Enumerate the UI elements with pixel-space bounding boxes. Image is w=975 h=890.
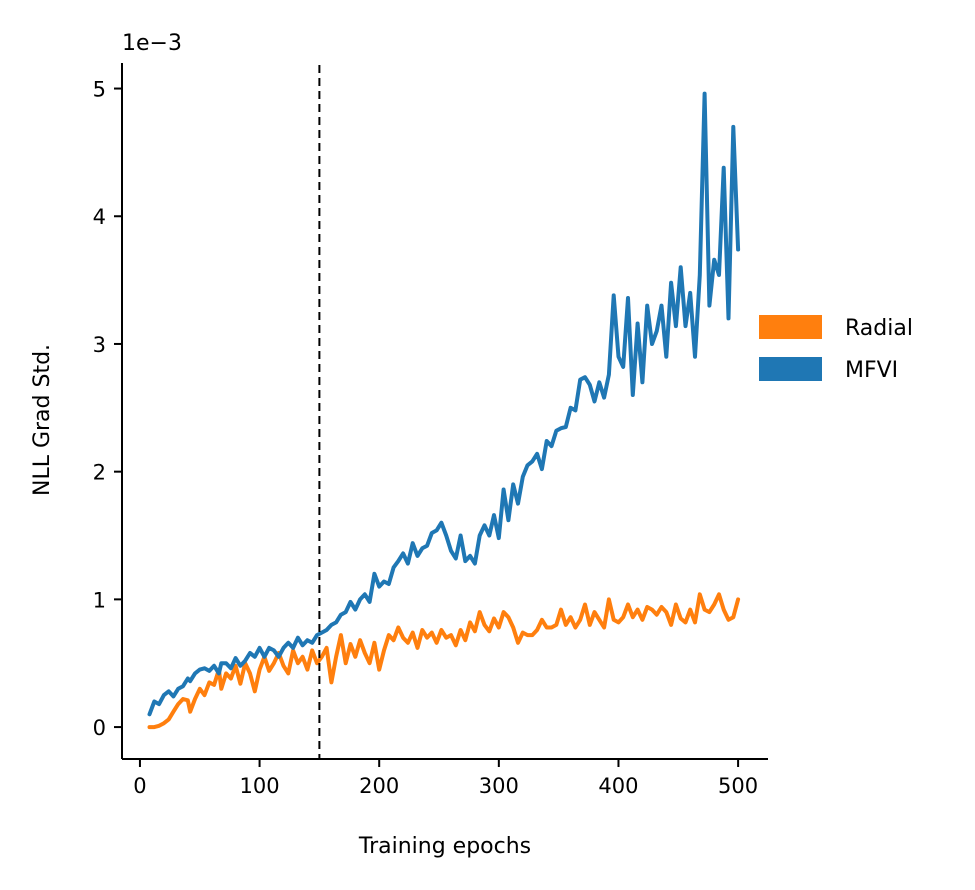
y-tick-label: 2	[93, 461, 106, 485]
series-line-radial	[147, 592, 741, 730]
y-tick-label: 3	[93, 333, 106, 357]
series-layer	[147, 91, 741, 730]
x-ticks: 0 100 200 300 400 500	[133, 759, 758, 798]
y-tick-label: 4	[93, 205, 106, 229]
legend-label-mfvi: MFVI	[845, 358, 898, 383]
y-axis-label: NLL Grad Std.	[30, 344, 55, 496]
legend-swatch-radial	[759, 315, 822, 339]
y-tick-label: 5	[93, 78, 106, 102]
y-tick-label: 0	[93, 716, 106, 740]
x-tick-label: 400	[598, 774, 638, 798]
x-tick-label: 100	[240, 774, 280, 798]
x-tick-label: 0	[133, 774, 146, 798]
series-line-mfvi	[147, 91, 741, 717]
y-offset-label: 1e−3	[122, 31, 182, 56]
y-ticks: 0 1 2 3 4 5	[93, 78, 122, 740]
x-axis-label: Training epochs	[358, 834, 531, 859]
y-tick-label: 1	[93, 588, 106, 612]
legend: Radial MFVI	[759, 315, 913, 383]
x-tick-label: 300	[479, 774, 519, 798]
legend-label-radial: Radial	[845, 316, 913, 341]
x-tick-label: 500	[718, 774, 758, 798]
x-tick-label: 200	[359, 774, 399, 798]
legend-swatch-mfvi	[759, 357, 822, 381]
plot-area: 0 100 200 300 400 500 0 1 2 3 4 5	[93, 63, 768, 798]
